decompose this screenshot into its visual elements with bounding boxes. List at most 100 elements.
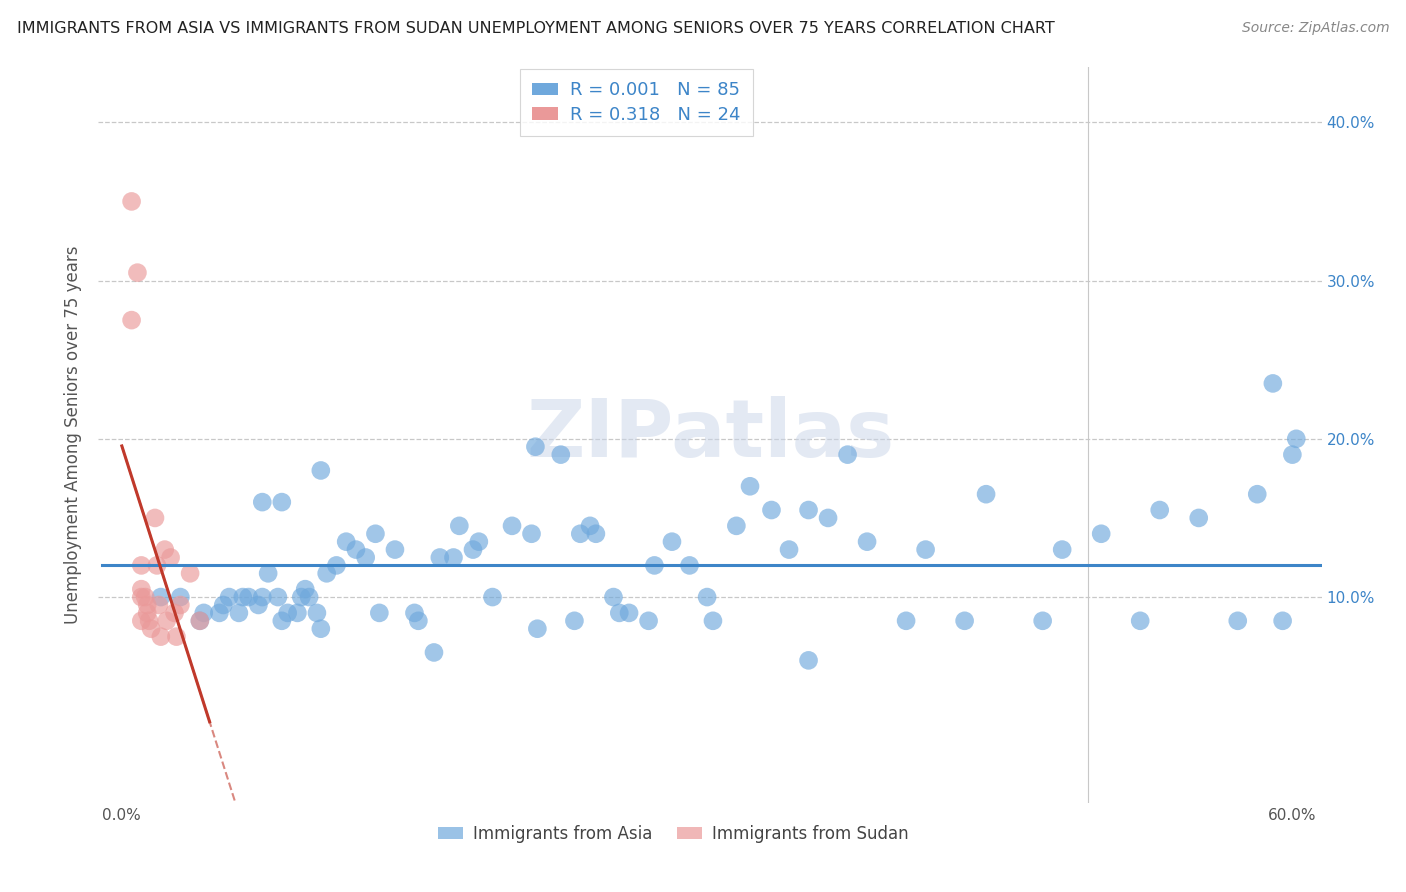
Point	[159, 550, 181, 565]
Point	[443, 550, 465, 565]
Point	[817, 511, 839, 525]
Point	[569, 526, 592, 541]
Point	[149, 630, 172, 644]
Point	[761, 503, 783, 517]
Point	[1246, 487, 1268, 501]
Point	[468, 534, 491, 549]
Point	[856, 534, 879, 549]
Point	[550, 448, 572, 462]
Point	[678, 558, 700, 573]
Point	[146, 558, 169, 573]
Point	[267, 590, 290, 604]
Point	[520, 526, 543, 541]
Legend: Immigrants from Asia, Immigrants from Sudan: Immigrants from Asia, Immigrants from Su…	[432, 818, 915, 850]
Y-axis label: Unemployment Among Seniors over 75 years: Unemployment Among Seniors over 75 years	[65, 245, 83, 624]
Point	[148, 598, 170, 612]
Point	[501, 519, 523, 533]
Point	[1285, 432, 1308, 446]
Point	[143, 511, 166, 525]
Point	[131, 582, 153, 596]
Point	[524, 440, 547, 454]
Point	[1032, 614, 1054, 628]
Point	[738, 479, 761, 493]
Point	[702, 614, 724, 628]
Point	[449, 519, 471, 533]
Point	[423, 645, 446, 659]
Point	[208, 606, 231, 620]
Point	[305, 606, 328, 620]
Point	[894, 614, 917, 628]
Point	[384, 542, 406, 557]
Point	[974, 487, 997, 501]
Point	[408, 614, 430, 628]
Point	[1090, 526, 1112, 541]
Point	[188, 614, 211, 628]
Point	[212, 598, 235, 612]
Point	[837, 448, 859, 462]
Point	[1271, 614, 1294, 628]
Point	[607, 606, 630, 620]
Point	[429, 550, 451, 565]
Point	[138, 614, 160, 628]
Point	[797, 503, 820, 517]
Point	[364, 526, 387, 541]
Point	[277, 606, 299, 620]
Point	[149, 590, 172, 604]
Point	[131, 614, 153, 628]
Point	[136, 598, 159, 612]
Point	[564, 614, 586, 628]
Point	[481, 590, 503, 604]
Point	[169, 590, 191, 604]
Text: ZIPatlas: ZIPatlas	[526, 396, 894, 474]
Point	[309, 622, 332, 636]
Point	[617, 606, 640, 620]
Point	[914, 542, 936, 557]
Point	[344, 542, 367, 557]
Point	[461, 542, 484, 557]
Point	[696, 590, 718, 604]
Point	[156, 614, 179, 628]
Point	[1281, 448, 1303, 462]
Text: Source: ZipAtlas.com: Source: ZipAtlas.com	[1241, 21, 1389, 35]
Point	[335, 534, 357, 549]
Point	[404, 606, 426, 620]
Point	[526, 622, 548, 636]
Point	[290, 590, 312, 604]
Point	[298, 590, 321, 604]
Point	[270, 495, 292, 509]
Point	[163, 606, 186, 620]
Point	[136, 606, 159, 620]
Point	[169, 598, 191, 612]
Point	[325, 558, 347, 573]
Point	[179, 566, 201, 581]
Point	[953, 614, 976, 628]
Point	[1261, 376, 1284, 391]
Point	[1149, 503, 1171, 517]
Point	[637, 614, 659, 628]
Point	[193, 606, 215, 620]
Point	[579, 519, 602, 533]
Point	[797, 653, 820, 667]
Point	[121, 194, 143, 209]
Point	[1226, 614, 1249, 628]
Point	[1050, 542, 1073, 557]
Point	[153, 542, 176, 557]
Point	[661, 534, 683, 549]
Point	[1188, 511, 1211, 525]
Point	[315, 566, 337, 581]
Point	[257, 566, 280, 581]
Point	[188, 614, 211, 628]
Point	[228, 606, 250, 620]
Point	[287, 606, 309, 620]
Point	[134, 590, 156, 604]
Point	[643, 558, 665, 573]
Point	[166, 630, 188, 644]
Point	[127, 266, 149, 280]
Point	[602, 590, 624, 604]
Point	[309, 463, 332, 477]
Text: IMMIGRANTS FROM ASIA VS IMMIGRANTS FROM SUDAN UNEMPLOYMENT AMONG SENIORS OVER 75: IMMIGRANTS FROM ASIA VS IMMIGRANTS FROM …	[17, 21, 1054, 36]
Point	[354, 550, 377, 565]
Point	[131, 590, 153, 604]
Point	[1129, 614, 1152, 628]
Point	[218, 590, 240, 604]
